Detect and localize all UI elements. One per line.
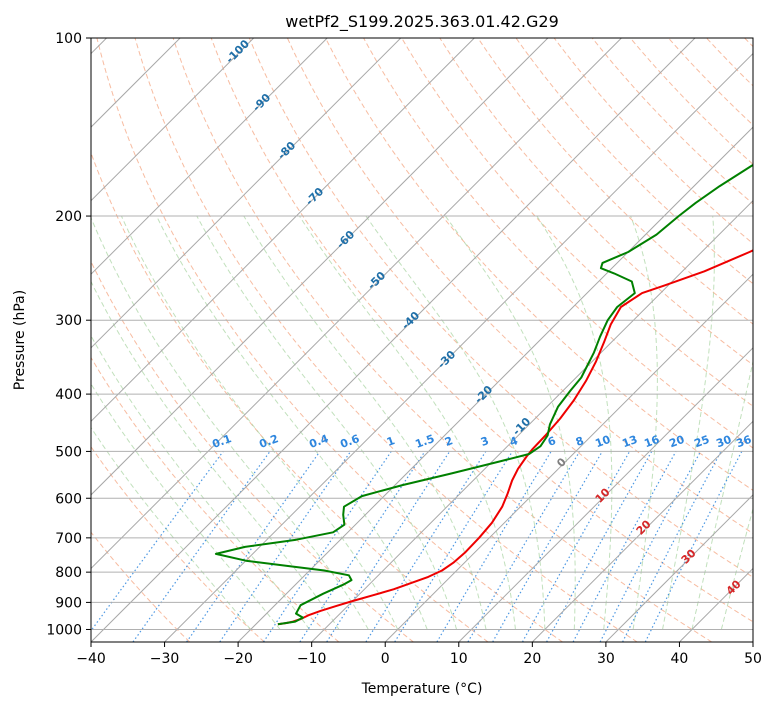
mixing-ratio-label: 20 [667,433,686,451]
isotherm-line [91,38,549,496]
dry-adiabat-line [91,356,340,642]
isotherm-line [91,38,696,642]
y-tick-label: 1000 [46,622,82,638]
y-tick-label: 400 [55,387,82,403]
mixing-ratio-label: 4 [508,434,520,449]
x-tick-label: 30 [597,651,615,667]
y-tick-label: 300 [55,313,82,329]
mixing-ratio-line [299,451,426,642]
y-tick-label: 200 [55,209,82,225]
mixing-ratio-label: 10 [593,433,612,451]
background-lines [91,38,753,642]
mixing-ratio-line [326,451,451,642]
x-axis-title: Temperature (°C) [361,681,483,697]
mixing-ratio-label: 0.6 [338,432,361,451]
dry-adiabat-line [477,38,753,325]
mixing-ratio-line [521,451,631,642]
chart-title: wetPf2_S199.2025.363.01.42.G29 [285,12,559,32]
isotherm-line [458,347,753,642]
mixing-ratio-label: 8 [574,434,586,449]
mixing-ratio-label: 25 [692,433,711,450]
dry-adiabat-line [210,38,753,623]
mixing-ratio-label: 3 [479,434,491,449]
mixing-ratio-line [186,451,321,642]
x-tick-label: 0 [381,651,390,667]
mixing-ratio-label: 1 [385,434,397,449]
mixing-ratio-line [572,451,677,642]
x-tick-label: −10 [297,651,327,667]
plot-background [91,38,753,642]
mixing-ratio-line [394,451,513,642]
x-tick-label: 40 [671,651,689,667]
y-tick-label: 700 [55,531,82,547]
dry-adiabat-line [134,38,638,642]
mixing-ratio-line [262,451,392,642]
mixing-ratio-label: 2 [443,434,455,449]
dry-adiabat-line [325,38,753,491]
isotherm-line [384,273,753,642]
isotherm-line [91,38,402,349]
mixing-ratio-label: 13 [620,433,639,450]
mixing-ratio-label: 0.1 [210,432,233,451]
isotherm-line [91,38,328,275]
y-tick-label: 800 [55,565,82,581]
x-tick-label: −40 [76,651,106,667]
dry-adiabat-line [91,151,489,642]
x-tick-label: 10 [450,651,468,667]
dewpoint-profile-line [214,163,753,626]
isotherm-line [91,38,622,570]
profile-series [214,163,753,626]
y-tick-label: 100 [55,31,82,47]
mixing-ratio-label: 1.5 [413,432,436,451]
mixing-ratio-label: 6 [546,434,558,449]
mixing-ratio-label: 36 [734,433,753,451]
y-tick-label: 600 [55,491,82,507]
moist-adiabat-line [91,280,340,630]
dry-adiabat-line [515,38,753,285]
mixing-ratio-line [219,451,352,642]
mixing-ratio-line [91,451,224,632]
mixing-ratio-label: 0.4 [307,432,330,451]
y-tick-label: 500 [55,444,82,460]
axes: −40 −30 −20 −10 0 10 20 30 40 5010020030040050060… [46,31,762,667]
y-axis-title: Pressure (hPa) [12,290,28,390]
y-tick-label: 900 [55,595,82,611]
dry-adiabat-line [96,38,563,642]
isotherm-line [311,199,753,642]
mixing-ratio-line [644,451,743,642]
dry-adiabat-line [401,38,753,407]
moist-adiabat-line [156,215,428,630]
x-tick-label: 50 [744,651,762,667]
dry-adiabat-line [248,38,753,578]
isotherm-line [164,52,753,642]
isotherm-line [91,38,475,423]
x-tick-label: 20 [523,651,541,667]
x-tick-label: −30 [150,651,180,667]
dry-adiabat-line [172,38,713,642]
x-tick-label: −20 [223,651,253,667]
mixing-ratio-label: 0.2 [257,432,280,451]
mixing-ratio-line [546,451,653,642]
mixing-ratio-label: 16 [642,433,661,451]
dry-adiabat-line [91,445,265,642]
isotherm-line [237,126,753,642]
plot-frame [90,37,754,643]
isotherm-line [91,38,255,202]
isotherm-line [531,420,753,642]
isotherm-line [605,494,753,642]
dry-adiabat-line [91,531,191,642]
mixing-ratio-label: 30 [714,433,733,451]
